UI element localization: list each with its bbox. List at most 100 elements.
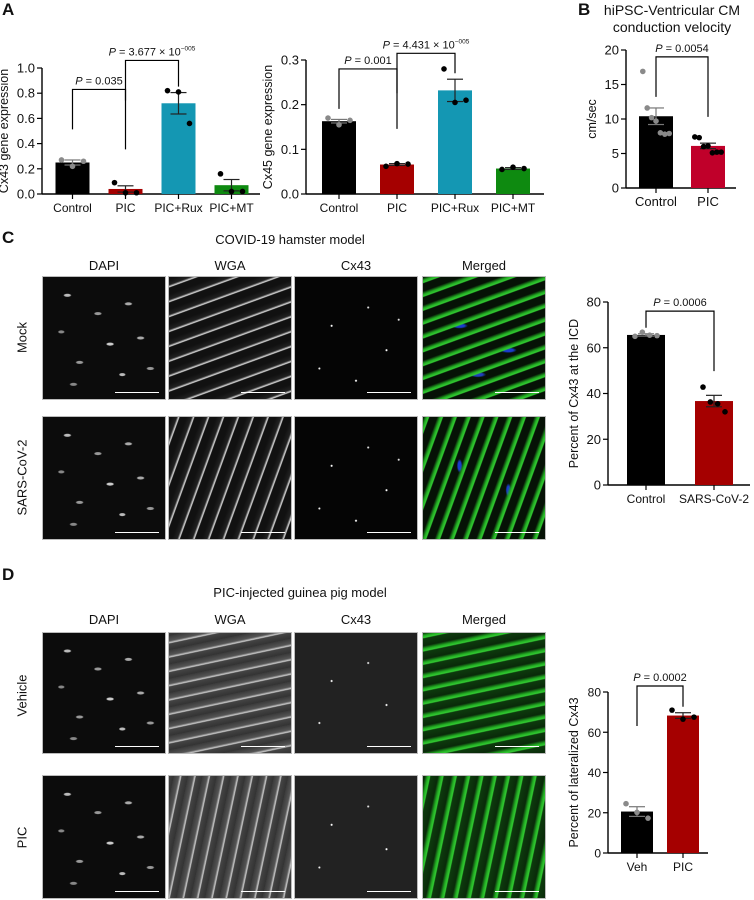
panel-d-title: PIC-injected guinea pig model xyxy=(213,585,387,600)
y-tick-label: 5 xyxy=(612,146,619,161)
p-value-annotation: P = 0.0002 xyxy=(633,672,687,684)
y-tick-label: 80 xyxy=(588,686,602,700)
micrograph-pic-merged xyxy=(422,775,546,899)
y-tick-label: 40 xyxy=(588,766,602,780)
data-point xyxy=(709,150,716,156)
data-point xyxy=(653,118,659,124)
bar-pic-mt xyxy=(496,168,530,194)
y-tick-label: 0.2 xyxy=(17,161,35,176)
chart-svg: 0.0 0.1 0.2 0.3 Cx45 gene expression Control P… xyxy=(261,38,544,215)
data-point xyxy=(648,114,655,121)
panel-b-title-line1: hiPSC-Ventricular CM xyxy=(603,2,741,18)
data-point xyxy=(69,163,76,170)
x-tick-label: Veh xyxy=(627,860,648,874)
scale-bar xyxy=(241,531,285,533)
micrograph-sars-dapi xyxy=(42,416,166,540)
data-point xyxy=(452,99,458,106)
chart-cx43-expression: 0.0 0.2 0.4 0.6 0.8 1.0 Cx43 gene expression Co… xyxy=(0,30,260,226)
y-axis-label: Percent of lateralized Cx43 xyxy=(567,697,581,847)
y-tick-label: 1.0 xyxy=(17,61,35,76)
y-tick-label: 0 xyxy=(594,847,601,861)
data-point xyxy=(122,189,129,196)
y-tick-label: 20 xyxy=(605,43,619,58)
scale-bar xyxy=(115,890,159,892)
y-tick-label: 60 xyxy=(587,340,601,355)
y-tick-label: 0.0 xyxy=(281,187,299,202)
panel-letter-c: C xyxy=(2,228,15,247)
y-tick-label: 0.8 xyxy=(17,86,35,101)
p-value-annotation: P = 4.431 × 10−005 xyxy=(383,38,470,51)
data-point xyxy=(718,149,724,155)
y-axis-label: cm/sec xyxy=(585,99,599,139)
col-label-cx43: Cx43 xyxy=(340,612,372,627)
panel-b-title-line2: conduction velocity xyxy=(612,19,732,35)
y-tick-label: 0.0 xyxy=(17,187,35,202)
bar-pic-rux xyxy=(438,90,472,194)
data-point xyxy=(714,149,720,155)
data-point xyxy=(383,163,389,170)
y-tick-label: 10 xyxy=(605,112,619,127)
micrograph-pic-cx43 xyxy=(294,775,418,899)
chart-svg: 0 20 40 60 80 Percent of lateralized Cx43 Veh P… xyxy=(567,672,708,874)
data-point xyxy=(175,89,182,95)
data-point xyxy=(463,97,469,103)
micrograph-mock-dapi xyxy=(42,276,166,400)
y-tick-label: 20 xyxy=(588,806,602,820)
micrograph-sars-wga xyxy=(168,416,292,540)
data-point xyxy=(644,105,650,111)
y-tick-label: 40 xyxy=(587,386,601,401)
bar-control xyxy=(639,116,673,188)
chart-lateralized-cx43: 0 20 40 60 80 Percent of lateralized Cx43 Veh P… xyxy=(560,672,754,880)
panel-c-title: COVID-19 hamster model xyxy=(215,232,365,247)
p-value-annotation: P = 0.0054 xyxy=(655,43,709,55)
panel-b-title: hiPSC-Ventricular CM conduction velocity xyxy=(590,2,754,36)
bar-control xyxy=(322,121,356,194)
scale-bar xyxy=(367,745,411,747)
micrograph-vehicle-merged xyxy=(422,632,546,754)
scale-bar xyxy=(495,745,539,747)
y-tick-label: 0 xyxy=(612,181,619,196)
y-axis-label: Percent of Cx43 at the ICD xyxy=(567,319,581,468)
p-value-annotation: P = 0.035 xyxy=(75,75,122,87)
data-point xyxy=(186,120,193,127)
micrograph-vehicle-cx43 xyxy=(294,632,418,754)
y-tick-label: 0 xyxy=(594,478,601,493)
p-value-annotation: P = 0.001 xyxy=(344,55,391,67)
data-point xyxy=(680,716,686,722)
row-label-mock: Mock xyxy=(14,321,30,354)
x-tick-label: Control xyxy=(53,201,92,215)
bar-pic xyxy=(667,715,699,853)
scale-bar xyxy=(367,531,411,533)
row-label-pic: PIC xyxy=(14,826,30,849)
col-label-wga: WGA xyxy=(214,612,246,627)
scale-bar xyxy=(115,531,159,533)
x-tick-label: PIC xyxy=(673,860,693,874)
data-point xyxy=(325,115,331,121)
data-point xyxy=(662,131,668,137)
micrograph-pic-dapi xyxy=(42,775,166,899)
data-point xyxy=(669,707,675,713)
micrograph-mock-wga xyxy=(168,276,292,400)
scale-bar xyxy=(241,890,285,892)
scale-bar xyxy=(241,745,285,747)
row-label-sars-cov-2: SARS-CoV-2 xyxy=(14,439,30,516)
col-label-wga: WGA xyxy=(214,258,246,273)
data-point xyxy=(692,134,698,140)
x-tick-label: PIC xyxy=(387,201,407,215)
data-point xyxy=(336,121,342,128)
y-tick-label: 15 xyxy=(605,77,619,92)
micrograph-vehicle-dapi xyxy=(42,632,166,754)
data-point xyxy=(405,161,411,167)
data-point xyxy=(58,157,65,163)
data-point xyxy=(645,815,651,821)
chart-cx43-icd: 0 20 40 60 80 Percent of Cx43 at the ICD Contr… xyxy=(560,292,754,512)
scale-bar xyxy=(115,745,159,747)
row-label-vehicle: Vehicle xyxy=(14,674,30,717)
bar-control xyxy=(627,334,665,485)
data-point xyxy=(707,399,714,405)
data-point xyxy=(111,179,118,186)
col-label-merged: Merged xyxy=(461,612,507,627)
x-tick-label: Control xyxy=(635,194,677,209)
y-tick-label: 60 xyxy=(588,726,602,740)
x-tick-label: PIC xyxy=(697,194,719,209)
